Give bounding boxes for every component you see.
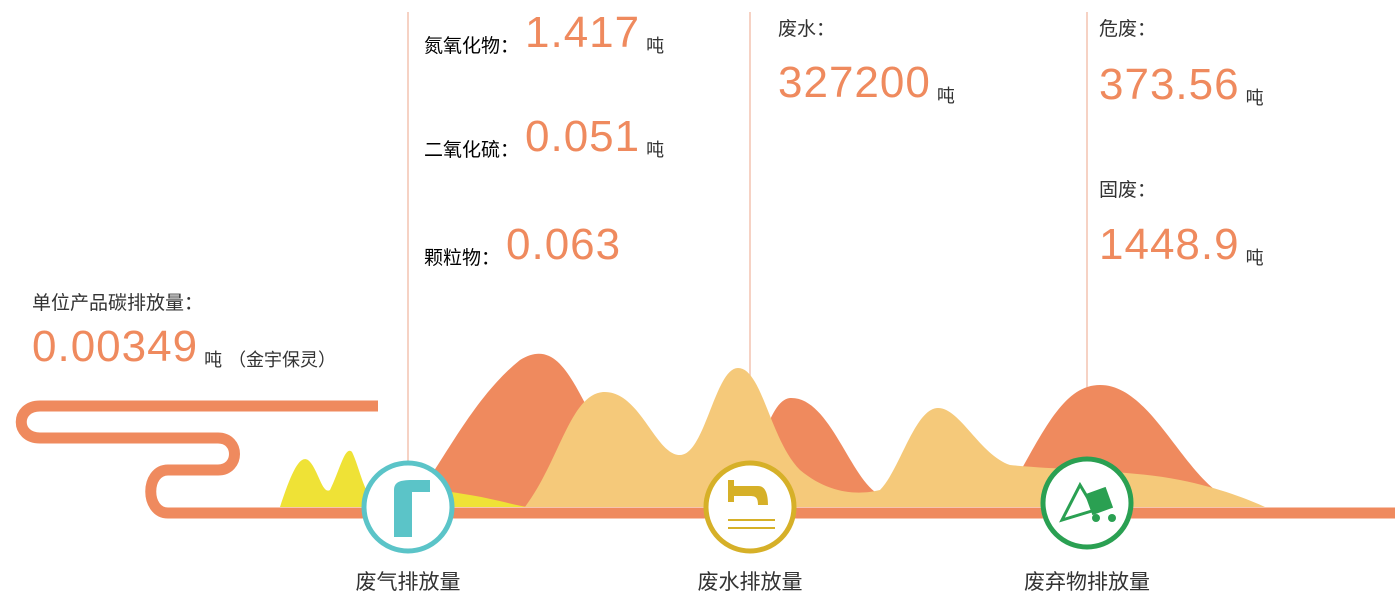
- unit: 吨: [646, 32, 664, 58]
- waste-icon: [1043, 459, 1131, 547]
- unit: 吨: [204, 346, 222, 372]
- label: 氮氧化物：: [424, 31, 519, 58]
- unit: 吨: [1246, 84, 1264, 110]
- item: 颗粒物：0.063: [424, 220, 621, 270]
- unit: 吨: [1246, 244, 1264, 270]
- water-icon: [706, 463, 794, 551]
- page: {"carbon": {"label": "单位产品碳排放量：", "value…: [0, 0, 1395, 596]
- value: 0.00349: [32, 322, 198, 372]
- value: 327200: [778, 58, 931, 108]
- label: 二氧化硫：: [424, 135, 519, 162]
- caption: 废水排放量: [698, 566, 803, 596]
- value: 0.051: [525, 112, 640, 162]
- label: 固废：: [1099, 175, 1156, 202]
- value: 1448.9: [1099, 220, 1240, 270]
- label: 颗粒物：: [424, 243, 500, 270]
- note: （金宇保灵）: [228, 346, 336, 372]
- label: 废水：: [778, 14, 835, 41]
- label: 单位产品碳排放量：: [32, 288, 203, 315]
- label: 危废：: [1099, 14, 1156, 41]
- caption: 废弃物排放量: [1024, 566, 1150, 596]
- unit: 吨: [646, 136, 664, 162]
- value: 373.56: [1099, 60, 1240, 110]
- gas-icon: [364, 463, 452, 551]
- value: 1.417: [525, 8, 640, 58]
- unit: 吨: [937, 82, 955, 108]
- caption: 废气排放量: [356, 566, 461, 596]
- value: 0.063: [506, 220, 621, 270]
